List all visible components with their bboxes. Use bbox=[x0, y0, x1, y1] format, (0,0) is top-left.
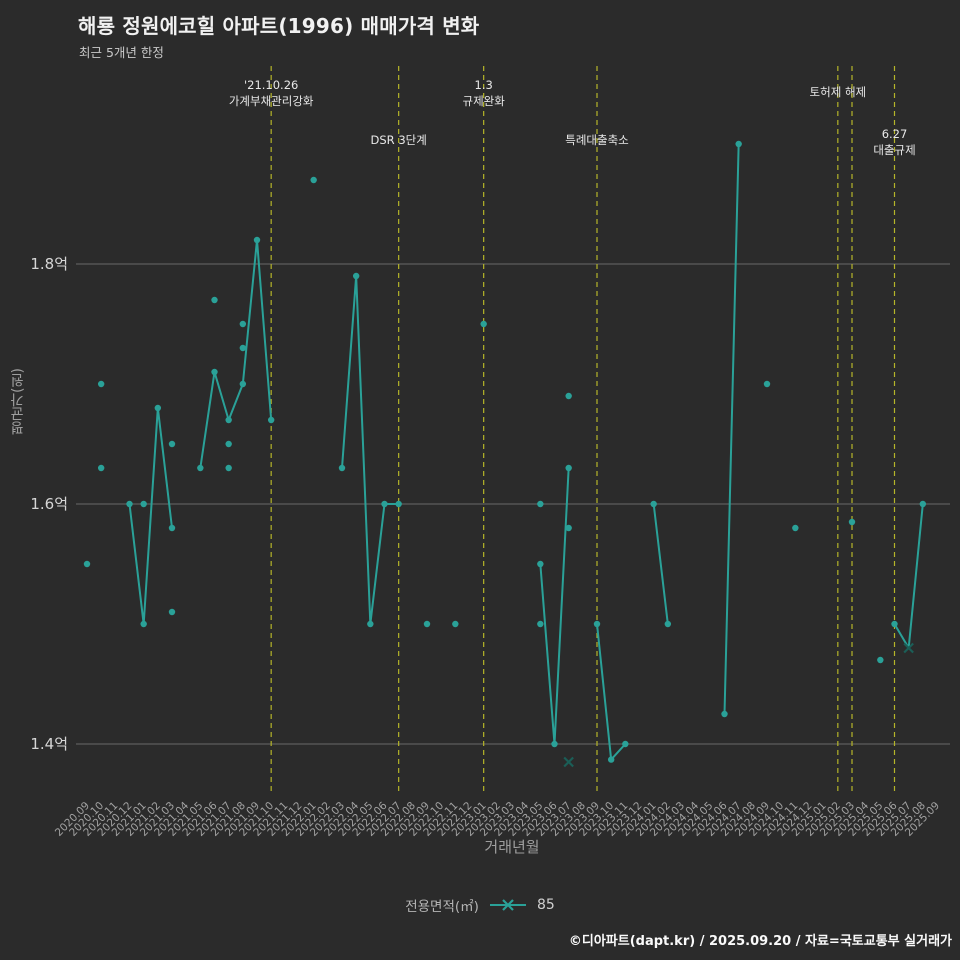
data-point[interactable] bbox=[97, 464, 105, 472]
price-line bbox=[893, 503, 924, 649]
data-point[interactable] bbox=[593, 620, 601, 628]
data-point[interactable] bbox=[239, 344, 247, 352]
x-axis-label: 거래년월 bbox=[484, 838, 540, 856]
y-axis-label: 평균가(원) bbox=[10, 368, 26, 435]
data-point[interactable] bbox=[877, 656, 884, 664]
data-point[interactable] bbox=[891, 620, 898, 628]
event-annotation: 규제완화 bbox=[463, 94, 506, 108]
legend-series-name: 85 bbox=[536, 897, 555, 913]
data-point[interactable] bbox=[537, 500, 544, 508]
data-point[interactable] bbox=[140, 620, 147, 628]
data-point[interactable] bbox=[735, 140, 742, 148]
event-annotation: 6.27 bbox=[882, 127, 908, 141]
event-annotation: 특례대출축소 bbox=[565, 133, 628, 147]
data-point[interactable] bbox=[168, 524, 176, 532]
event-annotation: '21.10.26 bbox=[244, 78, 298, 92]
data-point[interactable] bbox=[168, 440, 176, 448]
data-point[interactable] bbox=[97, 380, 105, 388]
x-marker[interactable] bbox=[903, 642, 914, 654]
data-point[interactable] bbox=[338, 464, 346, 472]
data-point[interactable] bbox=[721, 710, 728, 718]
data-point[interactable] bbox=[792, 524, 799, 532]
data-point[interactable] bbox=[225, 440, 232, 448]
data-point[interactable] bbox=[480, 320, 487, 328]
data-point[interactable] bbox=[225, 416, 232, 424]
data-point[interactable] bbox=[664, 620, 672, 628]
data-point[interactable] bbox=[367, 620, 374, 628]
price-line bbox=[199, 239, 273, 469]
data-point[interactable] bbox=[239, 320, 247, 328]
data-point[interactable] bbox=[211, 368, 218, 376]
data-point[interactable] bbox=[919, 500, 927, 508]
data-point[interactable] bbox=[253, 236, 261, 244]
event-annotation: 1.3 bbox=[475, 78, 493, 92]
data-point[interactable] bbox=[126, 500, 133, 508]
data-point[interactable] bbox=[395, 500, 402, 508]
data-point[interactable] bbox=[537, 620, 544, 628]
data-point[interactable] bbox=[423, 620, 431, 628]
page-title: 해룡 정원에코힐 아파트(1996) 매매가격 변화 bbox=[78, 14, 480, 38]
data-point[interactable] bbox=[154, 404, 162, 412]
data-point[interactable] bbox=[763, 380, 771, 388]
data-point[interactable] bbox=[211, 296, 218, 304]
price-line bbox=[128, 407, 173, 625]
price-line bbox=[539, 467, 570, 745]
price-line bbox=[596, 623, 627, 761]
data-point[interactable] bbox=[310, 176, 317, 184]
data-point[interactable] bbox=[239, 380, 247, 388]
credit-footer: ©디아파트(dapt.kr) / 2025.09.20 / 자료=국토교통부 실… bbox=[568, 934, 952, 949]
data-point[interactable] bbox=[565, 464, 572, 472]
legend-title: 전용면적(㎡) bbox=[405, 899, 479, 915]
data-point[interactable] bbox=[622, 740, 629, 748]
price-line bbox=[341, 275, 400, 625]
data-point[interactable] bbox=[168, 608, 176, 616]
y-tick-label: 1.4억 bbox=[30, 735, 68, 753]
event-annotation: 토허제 해제 bbox=[810, 85, 867, 99]
data-point[interactable] bbox=[848, 518, 856, 526]
data-point[interactable] bbox=[381, 500, 388, 508]
legend-x-marker-icon bbox=[489, 899, 526, 911]
data-point[interactable] bbox=[607, 756, 615, 763]
data-point[interactable] bbox=[267, 416, 275, 424]
price-line bbox=[723, 143, 740, 715]
data-point[interactable] bbox=[565, 524, 572, 532]
data-point[interactable] bbox=[83, 560, 91, 568]
data-point[interactable] bbox=[225, 464, 232, 472]
y-tick-label: 1.8억 bbox=[30, 255, 68, 273]
page-subtitle: 최근 5개년 한정 bbox=[79, 45, 164, 60]
x-marker[interactable] bbox=[563, 756, 574, 768]
legend: 전용면적(㎡) 85 bbox=[0, 895, 960, 915]
event-annotation: 가계부채관리강화 bbox=[229, 94, 314, 108]
y-tick-label: 1.6억 bbox=[30, 495, 68, 513]
data-point[interactable] bbox=[551, 740, 558, 748]
data-point[interactable] bbox=[650, 500, 657, 508]
data-point[interactable] bbox=[197, 464, 204, 472]
price-line bbox=[652, 503, 669, 625]
data-point[interactable] bbox=[537, 560, 544, 568]
data-point[interactable] bbox=[452, 620, 459, 628]
data-point[interactable] bbox=[565, 392, 572, 400]
data-point[interactable] bbox=[140, 500, 147, 508]
data-point[interactable] bbox=[352, 272, 360, 280]
event-annotation: 대출규제 bbox=[873, 143, 915, 157]
event-annotation: DSR 3단계 bbox=[371, 133, 427, 147]
